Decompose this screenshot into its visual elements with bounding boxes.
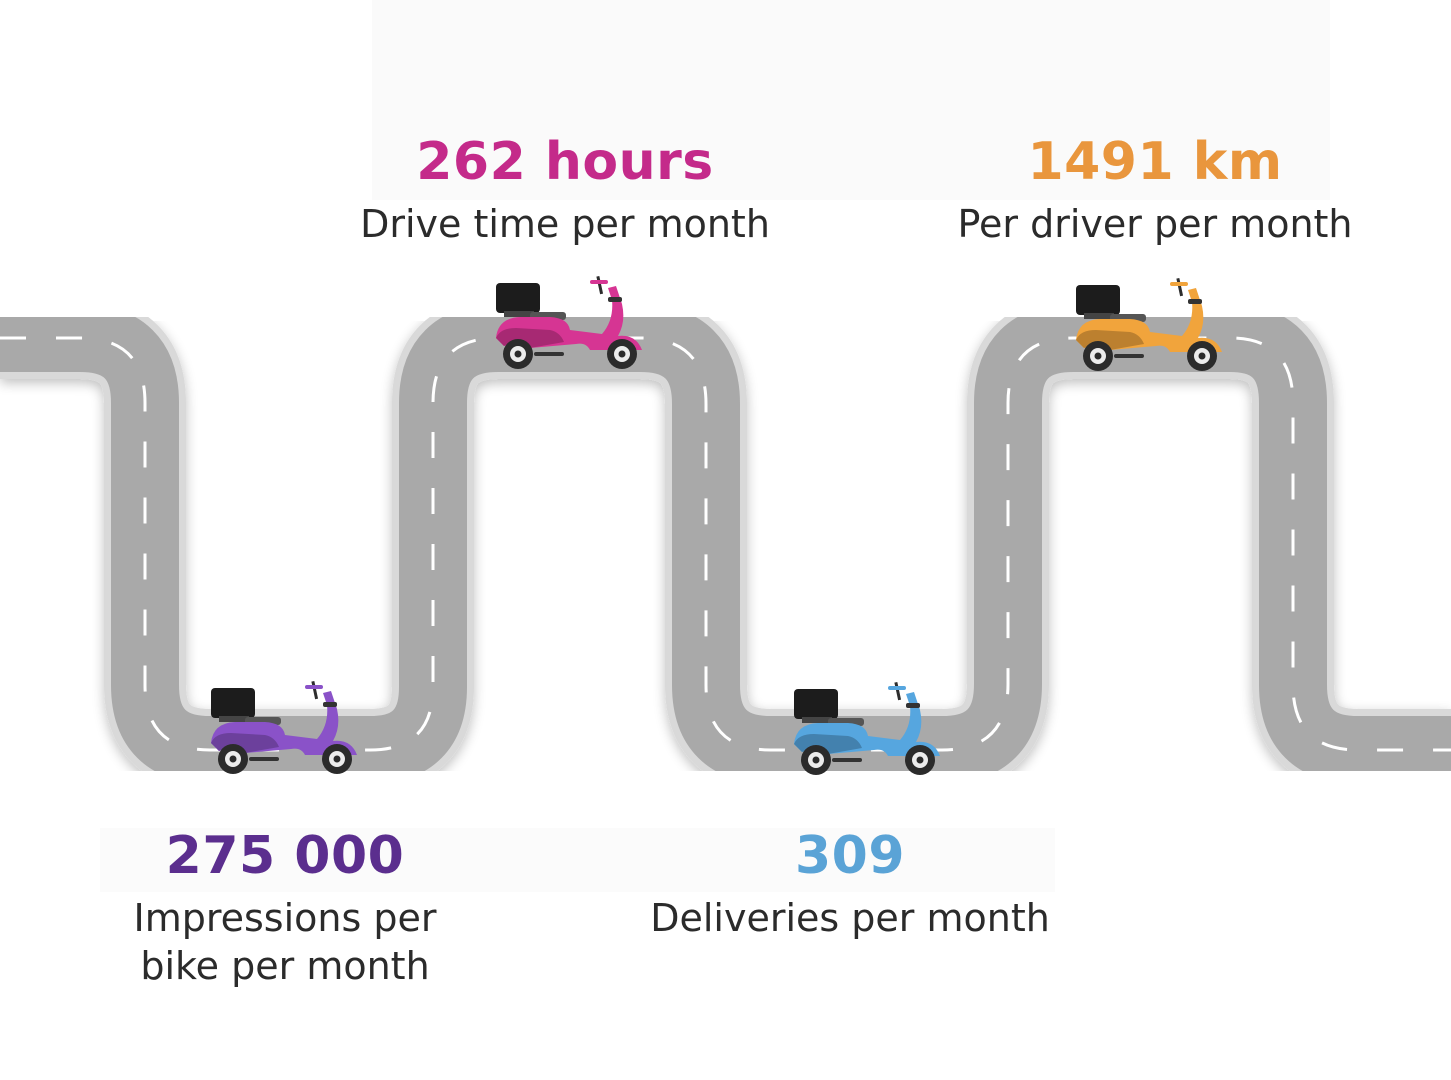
header-background <box>372 0 1330 200</box>
stat-value: 262 hours <box>416 132 714 192</box>
footer-background <box>100 828 1055 892</box>
scooter-purple-icon <box>211 680 357 774</box>
stat-label: Drive time per month <box>360 202 770 246</box>
stat-value: 275 000 <box>165 826 405 886</box>
stat-distance: 1491 km Per driver per month <box>930 132 1380 248</box>
road-surface <box>0 304 1451 784</box>
stat-label: Per driver per month <box>957 202 1353 246</box>
stat-label: Deliveries per month <box>650 896 1050 940</box>
stat-deliveries: 309 Deliveries per month <box>620 826 1080 942</box>
stat-drive-time: 262 hours Drive time per month <box>340 132 790 248</box>
stat-impressions: 275 000 Impressions per bike per month <box>70 826 500 990</box>
stat-value: 309 <box>794 826 906 886</box>
scooter-orange-icon <box>1076 277 1222 371</box>
scooter-magenta-icon <box>496 275 642 369</box>
stat-label: Impressions per bike per month <box>133 896 437 988</box>
scooter-blue-icon <box>794 681 940 775</box>
stat-value: 1491 km <box>1027 132 1283 192</box>
